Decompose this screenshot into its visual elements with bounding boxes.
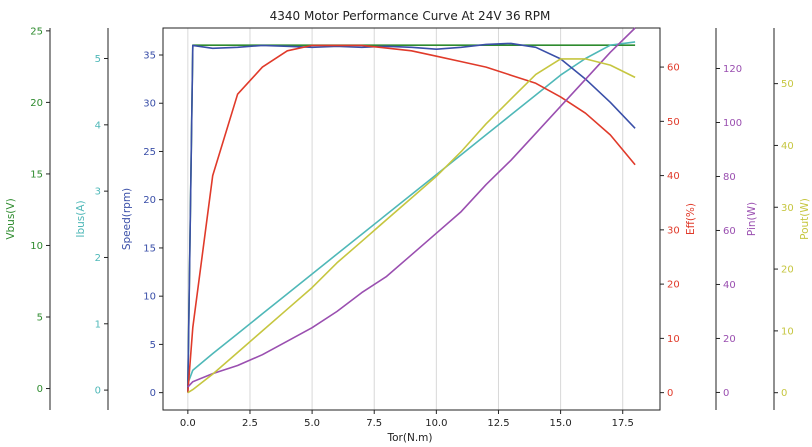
pout-series-line [187,58,636,394]
plot-area: 0.0 2.5 5.0 7.5 10.0 12.5 15.0 17.50510152025Vb… [5,26,811,429]
speed-series-line [187,42,636,393]
speed-tick-label: 30 [143,99,156,110]
pout-tick-label: 10 [781,326,794,337]
eff-tick-label: 20 [667,280,680,291]
vbus-tick-label: 20 [30,98,43,109]
pin-series-line [187,27,636,388]
eff-series-line [187,44,636,393]
pout-axis-label: Pout(W) [799,198,811,240]
speed-tick-label: 35 [143,51,156,62]
eff-tick-label: 10 [667,334,680,345]
speed-tick-label: 25 [143,147,156,158]
ibus-series-line [187,41,636,384]
pout-tick-label: 50 [781,79,794,90]
x-tick-label: 12.5 [487,418,509,429]
vbus-tick-label: 0 [37,384,43,395]
x-tick-label: 15.0 [549,418,571,429]
pout-tick-label: 40 [781,141,794,152]
pin-tick-label: 20 [723,334,736,345]
speed-tick-label: 5 [150,340,156,351]
ibus-tick-label: 4 [95,120,101,131]
pout-tick-label: 0 [781,388,787,399]
speed-axis-label: Speed(rpm) [121,188,133,250]
eff-tick-label: 40 [667,171,680,182]
ibus-tick-label: 1 [95,319,101,330]
pout-tick-label: 20 [781,265,794,276]
x-tick-label: 10.0 [425,418,447,429]
pin-tick-label: 60 [723,226,736,237]
vbus-axis-label: Vbus(V) [5,198,17,239]
ibus-axis-label: Ibus(A) [75,200,87,237]
x-tick-label: 0.0 [180,418,196,429]
eff-tick-label: 50 [667,117,680,128]
ibus-tick-label: 5 [95,54,101,65]
vbus-series-line [187,44,636,389]
vbus-tick-label: 25 [30,26,43,37]
plot-frame [162,27,661,411]
eff-tick-label: 30 [667,225,680,236]
pin-axis-label: Pin(W) [746,202,758,236]
speed-tick-label: 0 [150,388,156,399]
eff-axis-label: Eff(%) [685,203,697,235]
x-tick-label: 2.5 [242,418,258,429]
eff-tick-label: 0 [667,388,673,399]
ibus-tick-label: 2 [95,253,101,264]
x-tick-label: 7.5 [366,418,382,429]
chart-title: 4340 Motor Performance Curve At 24V 36 R… [270,9,551,23]
vbus-tick-label: 5 [37,313,43,324]
x-tick-label: 17.5 [612,418,634,429]
pin-tick-label: 80 [723,172,736,183]
pout-tick-label: 30 [781,203,794,214]
x-axis-label: Tor(N.m) [387,432,433,444]
speed-tick-label: 10 [143,292,156,303]
pin-tick-label: 0 [723,388,729,399]
x-tick-label: 5.0 [304,418,320,429]
pin-tick-label: 40 [723,280,736,291]
speed-tick-label: 15 [143,243,156,254]
ibus-tick-label: 0 [95,386,101,397]
vbus-tick-label: 15 [30,169,43,180]
pin-tick-label: 100 [723,118,742,129]
speed-tick-label: 20 [143,195,156,206]
pin-tick-label: 120 [723,64,742,75]
vbus-tick-label: 10 [30,241,43,252]
eff-tick-label: 60 [667,63,680,74]
ibus-tick-label: 3 [95,187,101,198]
